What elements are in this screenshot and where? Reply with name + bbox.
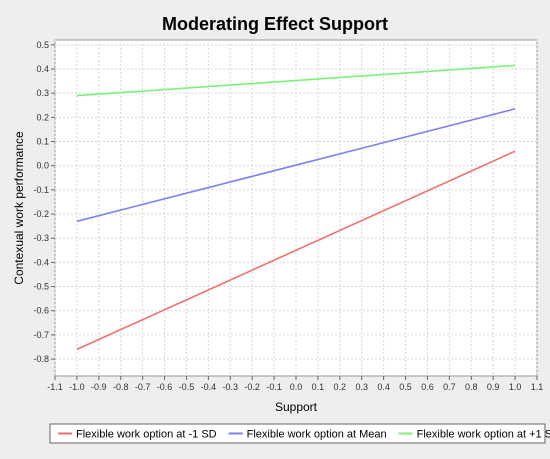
- x-tick-label: 0.5: [399, 382, 412, 392]
- y-tick-label: -0.3: [33, 233, 49, 243]
- x-tick-label: -0.3: [223, 382, 239, 392]
- x-tick-label: 0.3: [355, 382, 368, 392]
- y-tick-label: -0.2: [33, 209, 49, 219]
- y-tick-label: 0.3: [36, 88, 49, 98]
- x-tick-label: 0.7: [443, 382, 456, 392]
- x-tick-label: 0.0: [290, 382, 303, 392]
- grid-layer: [54, 40, 538, 376]
- x-tick-label: 0.8: [465, 382, 478, 392]
- y-tick-label: -0.6: [33, 306, 49, 316]
- y-tick-label: -0.5: [33, 282, 49, 292]
- x-tick-label: 1.1: [531, 382, 544, 392]
- x-tick-label: 0.2: [334, 382, 347, 392]
- x-tick-label: 1.0: [509, 382, 522, 392]
- legend: Flexible work option at -1 SD Flexible wo…: [49, 423, 550, 444]
- y-tick-label: -0.8: [33, 354, 49, 364]
- legend-label-3: Flexible work option at +1 SD: [417, 429, 550, 441]
- y-tick-label: 0.0: [36, 161, 49, 171]
- series-line-2: [76, 108, 516, 223]
- x-tick-label: -0.9: [91, 382, 107, 392]
- y-tick-label: 0.4: [36, 64, 49, 74]
- axes: -1.1 -1.0 -0.9 -0.8 -0.7 -0.6 -0.5 -0.4 -0.3 -0.2…: [33, 40, 543, 392]
- x-tick-label: -0.1: [266, 382, 282, 392]
- y-tick-label: 0.2: [36, 112, 49, 122]
- x-tick-label: 0.6: [421, 382, 434, 392]
- x-tick-label: -0.2: [244, 382, 260, 392]
- y-tick-label: -0.1: [33, 185, 49, 195]
- x-axis-label: Support: [275, 400, 318, 414]
- series-line-3: [76, 64, 516, 97]
- x-tick-label: -0.5: [179, 382, 195, 392]
- series-line-1: [76, 150, 516, 351]
- x-tick-label: -0.6: [157, 382, 173, 392]
- y-axis-label: Contexual work performance: [12, 131, 26, 285]
- x-tick-label: -0.8: [113, 382, 129, 392]
- x-tick-label: 0.9: [487, 382, 500, 392]
- x-tick-label: 0.1: [312, 382, 325, 392]
- y-tick-label: 0.1: [36, 137, 49, 147]
- y-tick-label: 0.5: [36, 40, 49, 50]
- y-tick-label: -0.4: [33, 257, 49, 267]
- x-tick-label: -1.0: [69, 382, 85, 392]
- y-tick-label: -0.7: [33, 330, 49, 340]
- legend-label-2: Flexible work option at Mean: [247, 429, 387, 441]
- x-tick-label: -0.7: [135, 382, 151, 392]
- x-tick-label: -0.4: [201, 382, 217, 392]
- series-layer: [76, 64, 516, 351]
- legend-label-1: Flexible work option at -1 SD: [76, 429, 217, 441]
- chart-title: Moderating Effect Support: [162, 14, 388, 34]
- x-tick-label: -1.1: [47, 382, 63, 392]
- x-tick-label: 0.4: [377, 382, 390, 392]
- legend-box: [49, 423, 546, 444]
